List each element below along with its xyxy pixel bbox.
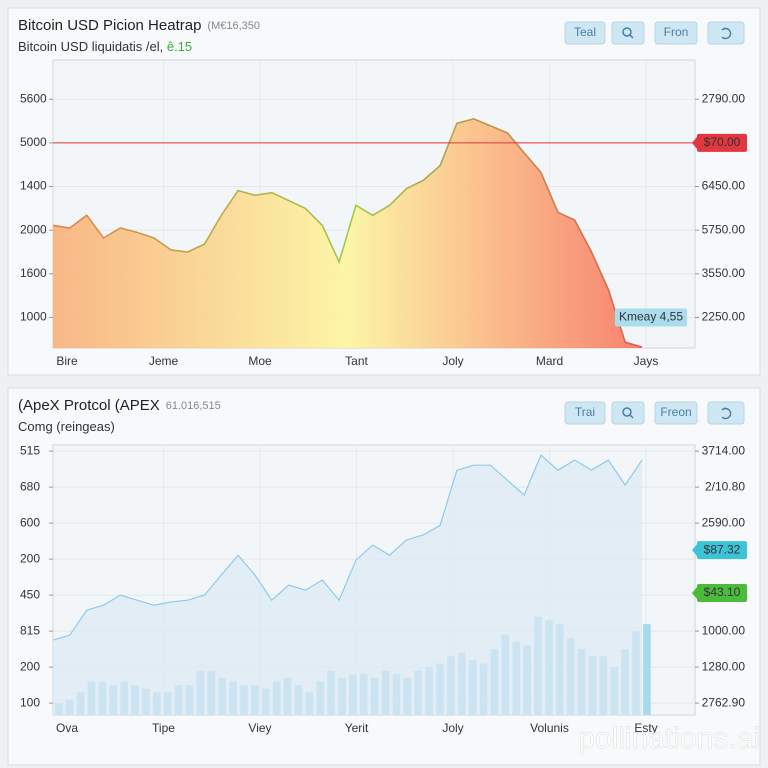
y-tick-label: 515 bbox=[20, 443, 40, 457]
toolbar-button[interactable] bbox=[611, 401, 645, 425]
title-text: Bitcoin USD Picion Heatrap bbox=[18, 17, 201, 34]
x-tick-label: Tipe bbox=[152, 721, 175, 735]
button-background[interactable] bbox=[611, 21, 645, 45]
y2-tick-label: 2762.90 bbox=[702, 695, 746, 709]
price-tag-pointer bbox=[692, 586, 697, 599]
price-tag-pointer bbox=[692, 544, 697, 557]
x-tick-label: Moe bbox=[248, 354, 272, 368]
button-background[interactable] bbox=[654, 401, 698, 425]
chart-title: Bitcoin USD Picion Heatrap (M€16,350 bbox=[18, 17, 260, 34]
price-line bbox=[52, 118, 643, 348]
price-tag bbox=[697, 583, 747, 602]
y-tick-label: 815 bbox=[20, 623, 40, 637]
x-tick-label: Ova bbox=[56, 721, 78, 735]
x-tick-label: Viey bbox=[248, 721, 271, 735]
x-tick-label: Tant bbox=[345, 354, 368, 368]
y-tick-label: 1600 bbox=[20, 266, 47, 280]
y-tick-label: 1000 bbox=[20, 310, 47, 324]
price-area bbox=[53, 455, 642, 715]
chart-panel: Bitcoin USD Picion Heatrap (M€16,350Bitco… bbox=[7, 7, 761, 376]
y-tick-label: 450 bbox=[20, 587, 40, 601]
y2-tick-label: 2590.00 bbox=[702, 515, 746, 529]
search-icon-handle[interactable] bbox=[629, 34, 634, 39]
toolbar-button[interactable]: Trai bbox=[564, 401, 606, 425]
y-tick-label: 5600 bbox=[20, 91, 47, 105]
title-note: (M€16,350 bbox=[207, 20, 260, 32]
chart-title: (ApeX Protcol (APEX 61.016,515 bbox=[18, 397, 221, 414]
button-background[interactable] bbox=[611, 401, 645, 425]
refresh-icon[interactable] bbox=[721, 407, 732, 420]
button-label[interactable]: Teal bbox=[574, 25, 596, 39]
chart-subtitle: Bitcoin USD liquidatis /el, ê.15 bbox=[18, 39, 192, 54]
volume-bar bbox=[643, 623, 651, 715]
button-label[interactable]: Fron bbox=[664, 25, 689, 39]
x-tick-label: Joly bbox=[442, 354, 463, 368]
price-tag-label: $43.10 bbox=[704, 585, 741, 599]
search-icon-handle[interactable] bbox=[629, 414, 634, 419]
toolbar-button[interactable]: Teal bbox=[564, 21, 606, 45]
y-tick-label: 680 bbox=[20, 479, 40, 493]
button-label[interactable]: Freon bbox=[660, 405, 691, 419]
toolbar-button[interactable]: Freon bbox=[654, 401, 698, 425]
y2-tick-label: 2790.00 bbox=[702, 91, 746, 105]
refresh-icon[interactable] bbox=[721, 27, 732, 40]
subtitle-note: ê.15 bbox=[167, 39, 192, 54]
y2-tick-label: 2/10.80 bbox=[705, 479, 745, 493]
y2-tick-label: 1280.00 bbox=[702, 659, 746, 673]
y2-tick-label: 1000.00 bbox=[702, 623, 746, 637]
toolbar-button[interactable] bbox=[611, 21, 645, 45]
y-tick-label: 1400 bbox=[20, 179, 47, 193]
y-tick-label: 200 bbox=[20, 659, 40, 673]
button-background[interactable] bbox=[654, 21, 698, 45]
subtitle-text: Comg (reingeas) bbox=[18, 419, 115, 434]
x-tick-label: Yerit bbox=[345, 721, 369, 735]
button-label[interactable]: Trai bbox=[575, 405, 595, 419]
x-tick-label: Jeme bbox=[149, 354, 179, 368]
button-background[interactable] bbox=[707, 21, 745, 45]
search-icon[interactable] bbox=[622, 407, 632, 417]
x-tick-label: Volunis bbox=[530, 721, 569, 735]
x-tick-label: Esty bbox=[634, 721, 657, 735]
toolbar-button[interactable] bbox=[707, 21, 745, 45]
price-tag bbox=[615, 308, 687, 327]
search-icon[interactable] bbox=[622, 27, 632, 37]
y-tick-label: 600 bbox=[20, 515, 40, 529]
y-tick-label: 5000 bbox=[20, 135, 47, 149]
toolbar-button[interactable] bbox=[707, 401, 745, 425]
chart-subtitle: Comg (reingeas) bbox=[18, 419, 115, 434]
toolbar-button[interactable]: Fron bbox=[654, 21, 698, 45]
y2-tick-label: 5750.00 bbox=[702, 222, 746, 236]
price-line bbox=[52, 454, 643, 641]
x-tick-label: Joly bbox=[442, 721, 463, 735]
x-tick-label: Mard bbox=[536, 354, 563, 368]
button-background[interactable] bbox=[564, 401, 606, 425]
x-tick-label: Jays bbox=[634, 354, 659, 368]
y-tick-label: 200 bbox=[20, 551, 40, 565]
price-tag bbox=[697, 133, 747, 152]
watermark: pollinations.ai bbox=[578, 722, 760, 755]
price-tag-label: $87.32 bbox=[704, 542, 741, 556]
y2-tick-label: 6450.00 bbox=[702, 179, 746, 193]
button-background[interactable] bbox=[564, 21, 606, 45]
y-tick-label: 100 bbox=[20, 695, 40, 709]
y2-tick-label: 3550.00 bbox=[702, 266, 746, 280]
button-background[interactable] bbox=[707, 401, 745, 425]
chart-panel: (ApeX Protcol (APEX 61.016,515 Comg (reing… bbox=[7, 387, 761, 766]
price-tag-label: Kmeay 4,55 bbox=[619, 310, 683, 324]
x-tick-label: Bire bbox=[56, 354, 78, 368]
subtitle-text: Bitcoin USD liquidatis /el, bbox=[18, 39, 167, 54]
y2-tick-label: 3714.00 bbox=[702, 443, 746, 457]
y-tick-label: 2000 bbox=[20, 222, 47, 236]
y2-tick-label: 2250.00 bbox=[702, 310, 746, 324]
price-tag-pointer bbox=[692, 136, 697, 149]
price-area bbox=[53, 118, 642, 349]
title-note: 61.016,515 bbox=[166, 400, 221, 412]
title-text: (ApeX Protcol (APEX bbox=[18, 397, 160, 414]
price-tag bbox=[697, 541, 747, 560]
price-tag-label: $70.00 bbox=[704, 135, 741, 149]
